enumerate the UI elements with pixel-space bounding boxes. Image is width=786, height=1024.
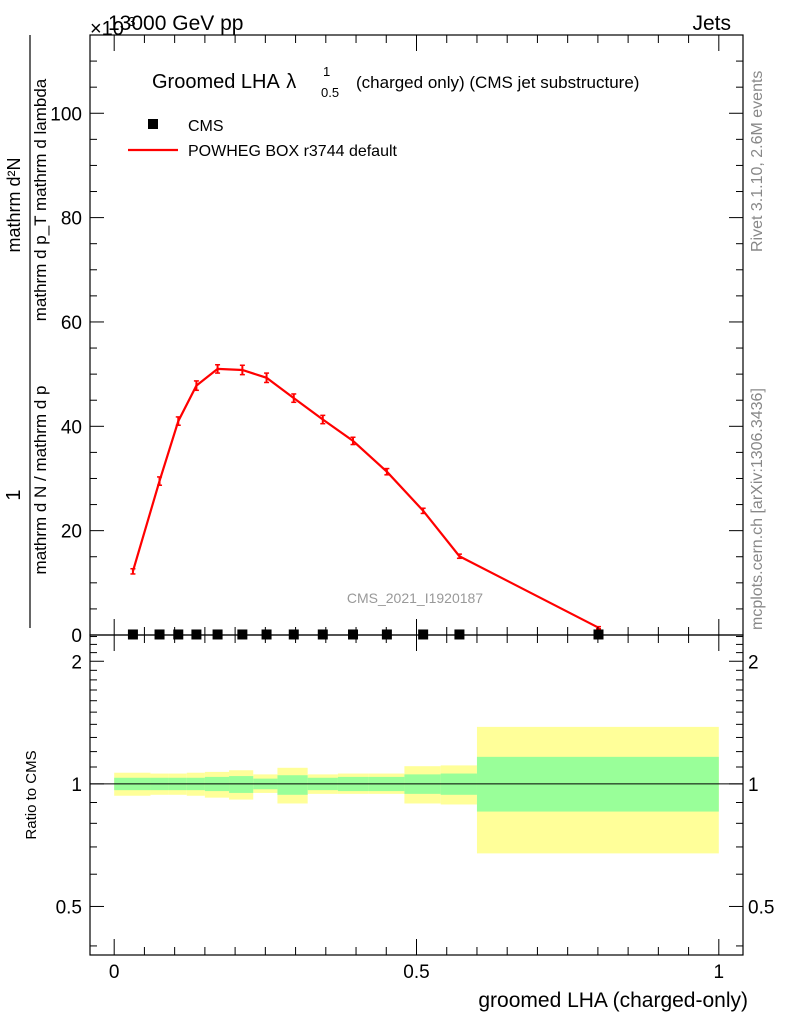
main-y-ticks: 0 20 40 60 80 100 [50, 34, 743, 647]
process-label: Jets [692, 12, 731, 35]
main-y-tick-label: 100 [50, 104, 82, 125]
legend-marker-cms [148, 119, 158, 129]
ratio-y-tick-label-right: 2 [748, 652, 759, 673]
title-sub: 0.5 [321, 85, 339, 100]
main-y-tick-label: 20 [61, 522, 82, 543]
ratio-y-tick-label-left: 1 [71, 775, 82, 796]
mcplots-label: mcplots.cern.ch [arXiv:1306.3436] [749, 388, 766, 630]
ylabel-denominator: mathrm d N / mathrm d p [31, 386, 50, 575]
main-panel: 0 20 40 60 80 100 Groomed LHA λ 1 0.5 (charge… [3, 34, 744, 647]
main-y-tick-label: 40 [61, 417, 82, 438]
title-suffix: (charged only) (CMS jet substructure) [356, 73, 639, 92]
title-lambda: λ [286, 71, 296, 93]
main-y-tick-label: 0 [71, 626, 82, 647]
ratio-bands [114, 726, 719, 854]
exponent-label: ×10-3 [90, 14, 136, 40]
title-main: Groomed LHA [152, 71, 280, 93]
ratio-inner-band [229, 776, 254, 793]
legend-label-cms: CMS [188, 118, 224, 135]
legend-label-powheg: POWHEG BOX r3744 default [188, 143, 398, 160]
ratio-y-tick-label-left: 2 [71, 652, 82, 673]
main-y-axis-label: 1 mathrm d²N mathrm d N / mathrm d p mat… [3, 35, 50, 628]
exponent-base: ×10 [90, 18, 124, 40]
legend: CMS POWHEG BOX r3744 default [128, 118, 398, 160]
main-x-ticks [113, 35, 720, 635]
chart-title: Groomed LHA λ [152, 71, 296, 93]
energy-label: 13000 GeV pp [108, 12, 243, 35]
exponent-power: -3 [124, 14, 136, 29]
ratio-y-axis-label: Ratio to CMS [23, 750, 40, 839]
powheg-line [131, 367, 600, 629]
ratio-x-tick-label: 1 [714, 962, 725, 983]
ratio-panel: 0.5 0.51 12 2 0 0.5 1 Ratio to CMS groomed LH… [23, 634, 774, 1012]
ratio-y-tick-label-right: 0.5 [748, 897, 774, 918]
ratio-y-tick-label-right: 1 [748, 775, 759, 796]
x-axis-label: groomed LHA (charged-only) [478, 989, 748, 1012]
ratio-x-tick-label: 0.5 [403, 962, 429, 983]
rivet-label: Rivet 3.1.10, 2.6M events [749, 71, 766, 252]
ratio-y-ticks: 0.5 0.5 1 1 2 2 [56, 636, 774, 947]
main-y-tick-label: 80 [61, 209, 82, 230]
ratio-inner-band [277, 775, 308, 795]
title-sup: 1 [323, 64, 330, 79]
ylabel-numerator-detail: mathrm d²N [4, 157, 24, 252]
ratio-x-ticks: 0 0.5 1 [109, 635, 724, 983]
ratio-y-tick-label-left: 0.5 [56, 897, 82, 918]
ratio-x-tick-label: 0 [109, 962, 120, 983]
analysis-watermark: CMS_2021_I1920187 [347, 590, 483, 606]
main-y-tick-label: 60 [61, 313, 82, 334]
ylabel-numerator: 1 [3, 489, 25, 500]
ylabel-denominator-detail: mathrm d p_T mathrm d lambda [31, 78, 50, 321]
